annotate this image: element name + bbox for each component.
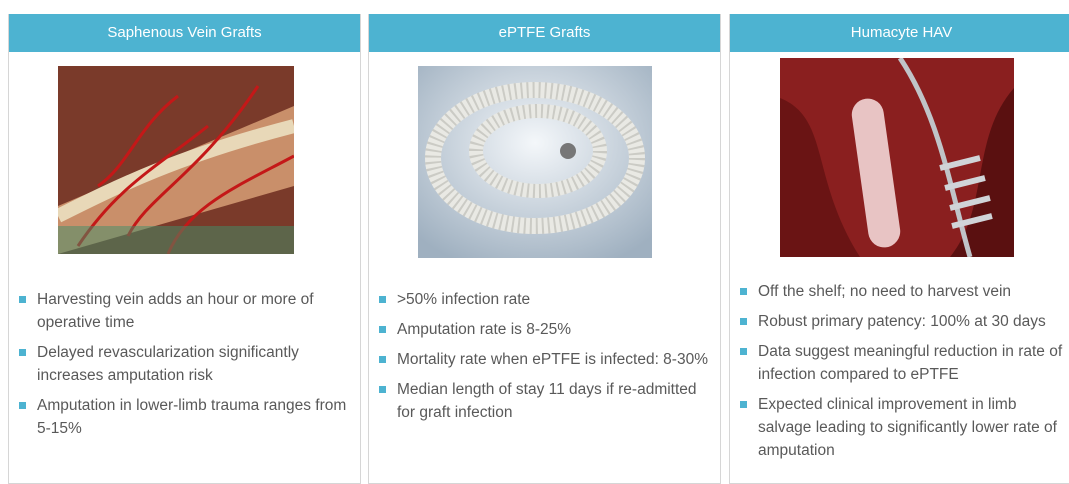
bullet: >50% infection rate bbox=[397, 288, 715, 311]
bullet: Off the shelf; no need to harvest vein bbox=[758, 280, 1066, 303]
vein-graft-photo bbox=[58, 66, 294, 254]
bullet-list: >50% infection rate Amputation rate is 8… bbox=[369, 288, 715, 431]
column-title: ePTFE Grafts bbox=[369, 14, 720, 52]
bullet: Robust primary patency: 100% at 30 days bbox=[758, 310, 1066, 333]
bullet: Amputation in lower-limb trauma ranges f… bbox=[37, 394, 355, 440]
column-title: Humacyte HAV bbox=[730, 14, 1069, 52]
column-title: Saphenous Vein Grafts bbox=[9, 14, 360, 52]
bullet: Mortality rate when ePTFE is infected: 8… bbox=[397, 348, 715, 371]
bullet: Amputation rate is 8-25% bbox=[397, 318, 715, 341]
column: Humacyte HAV Off the shelf; no need to h… bbox=[729, 14, 1069, 484]
bullet-list: Harvesting vein adds an hour or more of … bbox=[9, 288, 355, 447]
bullet: Median length of stay 11 days if re-admi… bbox=[397, 378, 715, 424]
bullet: Expected clinical improvement in limb sa… bbox=[758, 393, 1066, 462]
eptfe-graft-photo bbox=[418, 66, 652, 258]
hav-photo bbox=[780, 58, 1014, 257]
page: Saphenous Vein Grafts Harvesting vein ad… bbox=[0, 0, 1069, 468]
column: Saphenous Vein Grafts Harvesting vein ad… bbox=[8, 14, 361, 484]
bullet: Data suggest meaningful reduction in rat… bbox=[758, 340, 1066, 386]
column: ePTFE Grafts >50% infection rate Amputat… bbox=[368, 14, 721, 484]
bullet-list: Off the shelf; no need to harvest vein R… bbox=[730, 280, 1066, 469]
bullet: Delayed revascularization significantly … bbox=[37, 341, 355, 387]
bullet: Harvesting vein adds an hour or more of … bbox=[37, 288, 355, 334]
